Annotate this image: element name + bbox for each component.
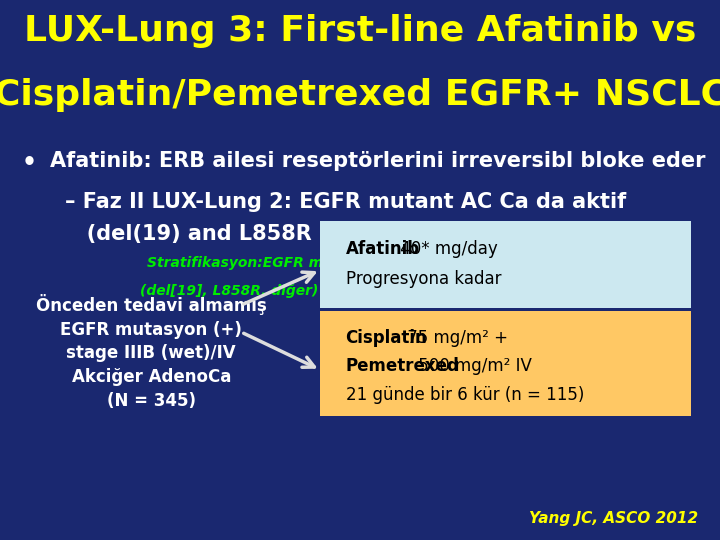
FancyBboxPatch shape xyxy=(320,310,691,416)
Text: (del[19], L858R, diğer) ve Asyalı: (del[19], L858R, diğer) ve Asyalı xyxy=(140,284,393,298)
Text: 40* mg/day: 40* mg/day xyxy=(395,240,498,258)
Text: Afatinib: ERB ailesi reseptörlerini irreversibl bloke eder: Afatinib: ERB ailesi reseptörlerini irre… xyxy=(50,151,706,171)
Text: Önceden tedavi almamış
EGFR mutasyon (+)
stage IIIB (wet)/IV
Akciğer AdenoCa
(N : Önceden tedavi almamış EGFR mutasyon (+)… xyxy=(36,294,266,410)
Text: 500 mg/m² IV: 500 mg/m² IV xyxy=(413,357,531,375)
Text: Yang JC, ASCO 2012: Yang JC, ASCO 2012 xyxy=(529,511,698,526)
Text: Cisplatin: Cisplatin xyxy=(346,329,428,347)
Text: Stratifikasyon:EGFR mutasyon: Stratifikasyon:EGFR mutasyon xyxy=(147,256,386,271)
Text: 75 mg/m² +: 75 mg/m² + xyxy=(402,329,508,347)
Text: Pemetrexed: Pemetrexed xyxy=(346,357,459,375)
Text: – Faz II LUX-Lung 2: EGFR mutant AC Ca da aktif: – Faz II LUX-Lung 2: EGFR mutant AC Ca d… xyxy=(65,192,626,212)
Text: 21 günde bir 6 kür (n = 115): 21 günde bir 6 kür (n = 115) xyxy=(346,386,584,403)
Text: LUX-Lung 3: First-line Afatinib vs: LUX-Lung 3: First-line Afatinib vs xyxy=(24,14,696,48)
FancyBboxPatch shape xyxy=(320,221,691,308)
Text: Afatinib: Afatinib xyxy=(346,240,420,258)
Text: •: • xyxy=(22,151,37,175)
Text: Cisplatin/Pemetrexed EGFR+ NSCLC: Cisplatin/Pemetrexed EGFR+ NSCLC xyxy=(0,78,720,112)
Text: Progresyona kadar: Progresyona kadar xyxy=(346,270,501,288)
Text: (del(19) and L858R mutasyonları): (del(19) and L858R mutasyonları) xyxy=(65,224,483,244)
